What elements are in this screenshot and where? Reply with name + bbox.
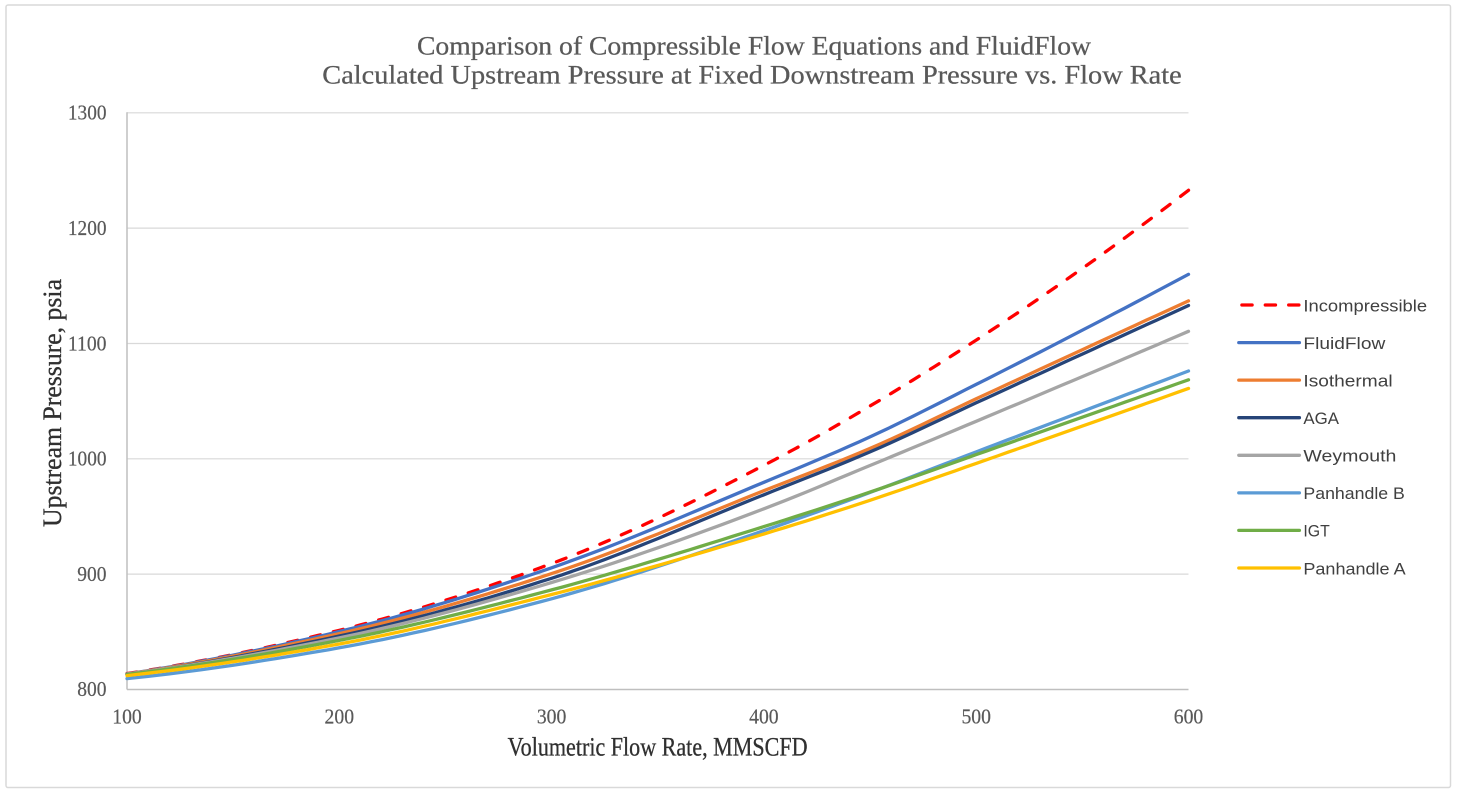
svg-text:Panhandle A: Panhandle A	[1303, 559, 1406, 578]
svg-text:900: 900	[77, 562, 106, 586]
svg-text:1300: 1300	[68, 101, 107, 125]
svg-text:IGT: IGT	[1303, 522, 1329, 541]
svg-text:600: 600	[1174, 705, 1204, 729]
svg-text:Incompressible: Incompressible	[1303, 296, 1427, 315]
svg-text:Upstream Pressure, psia: Upstream Pressure, psia	[38, 279, 67, 527]
svg-text:400: 400	[749, 705, 779, 729]
svg-text:300: 300	[537, 705, 567, 729]
svg-text:1200: 1200	[68, 216, 107, 240]
svg-text:100: 100	[112, 705, 142, 729]
svg-text:AGA: AGA	[1303, 409, 1339, 428]
svg-text:Volumetric Flow Rate, MMSCFD: Volumetric Flow Rate, MMSCFD	[508, 732, 808, 761]
svg-text:1100: 1100	[68, 331, 107, 355]
svg-text:200: 200	[325, 705, 355, 729]
svg-text:FluidFlow: FluidFlow	[1303, 334, 1386, 353]
svg-text:500: 500	[961, 705, 991, 729]
svg-text:Calculated Upstream Pressure a: Calculated Upstream Pressure at Fixed Do…	[322, 61, 1181, 90]
svg-text:Comparison of Compressible Flo: Comparison of Compressible Flow Equation…	[417, 32, 1091, 61]
svg-text:1000: 1000	[68, 447, 107, 471]
svg-text:Panhandle B: Panhandle B	[1303, 484, 1405, 503]
svg-text:Weymouth: Weymouth	[1303, 447, 1396, 466]
svg-text:800: 800	[77, 677, 106, 701]
svg-text:Isothermal: Isothermal	[1303, 371, 1392, 390]
